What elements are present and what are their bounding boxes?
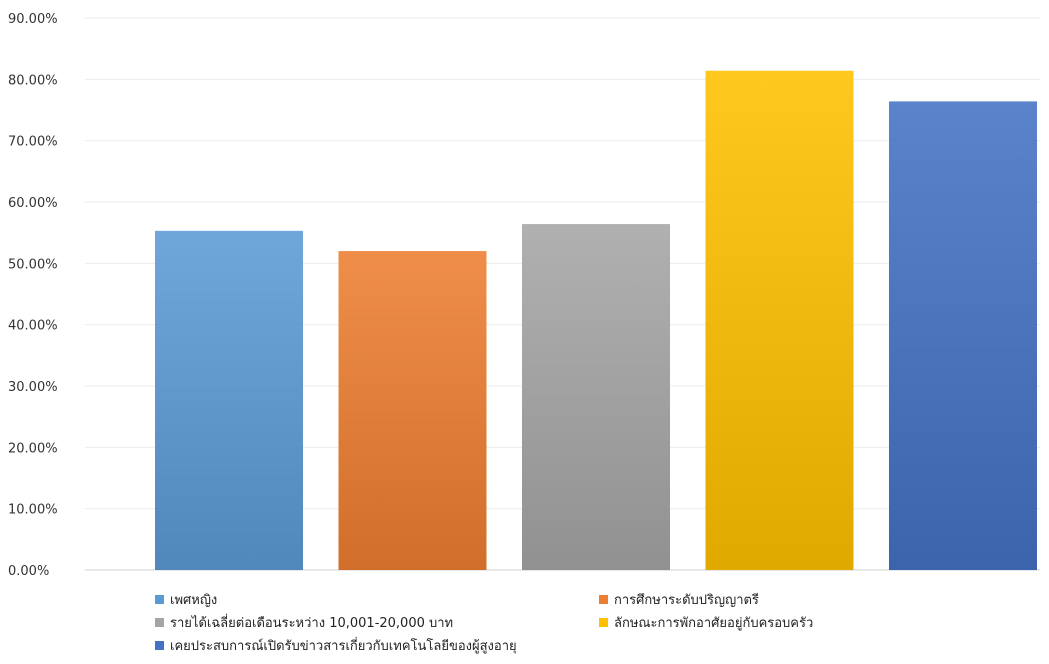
bar-2 (338, 251, 487, 571)
y-tick-label: 0.00% (8, 564, 49, 579)
legend: เพศหญิง การศึกษาระดับปริญญาตรี รายได้เฉล… (155, 588, 915, 657)
y-axis: 0.00% 10.00% 20.00% 30.00% 40.00% 50.00% 60.00… (8, 12, 58, 579)
legend-item-3: รายได้เฉลี่ยต่อเดือนระหว่าง 10,001-20,00… (155, 612, 599, 633)
y-tick-label: 50.00% (8, 257, 58, 272)
y-tick-label: 90.00% (8, 12, 58, 27)
bar-4 (705, 70, 854, 570)
y-tick-label: 60.00% (8, 196, 58, 211)
legend-label-1: เพศหญิง (170, 593, 218, 608)
bar-5 (889, 101, 1037, 570)
legend-label-4: ลักษณะการพักอาศัยอยู่กับครอบครัว (614, 616, 814, 631)
legend-item-2: การศึกษาระดับปริญญาตรี (599, 589, 915, 610)
bar-1 (155, 230, 303, 570)
legend-swatch-4 (599, 618, 608, 627)
legend-label-2: การศึกษาระดับปริญญาตรี (614, 593, 759, 608)
y-tick-label: 10.00% (8, 503, 58, 518)
y-tick-label: 40.00% (8, 319, 58, 334)
y-tick-label: 80.00% (8, 73, 58, 88)
y-tick-label: 70.00% (8, 135, 58, 150)
legend-swatch-3 (155, 618, 164, 627)
legend-swatch-5 (155, 641, 164, 650)
legend-item-4: ลักษณะการพักอาศัยอยู่กับครอบครัว (599, 612, 915, 633)
legend-swatch-1 (155, 595, 164, 604)
y-tick-label: 30.00% (8, 380, 58, 395)
bar-3 (522, 224, 670, 570)
legend-label-3: รายได้เฉลี่ยต่อเดือนระหว่าง 10,001-20,00… (170, 616, 454, 631)
legend-item-5: เคยประสบการณ์เปิดรับข่าวสารเกี่ยวกับเทคโ… (155, 635, 599, 656)
legend-item-1: เพศหญิง (155, 589, 599, 610)
chart-plot: 0.00% 10.00% 20.00% 30.00% 40.00% 50.00% 60.00… (8, 12, 1040, 579)
legend-swatch-2 (599, 595, 608, 604)
bars (155, 70, 1037, 571)
y-tick-label: 20.00% (8, 441, 58, 456)
legend-label-5: เคยประสบการณ์เปิดรับข่าวสารเกี่ยวกับเทคโ… (170, 639, 517, 654)
